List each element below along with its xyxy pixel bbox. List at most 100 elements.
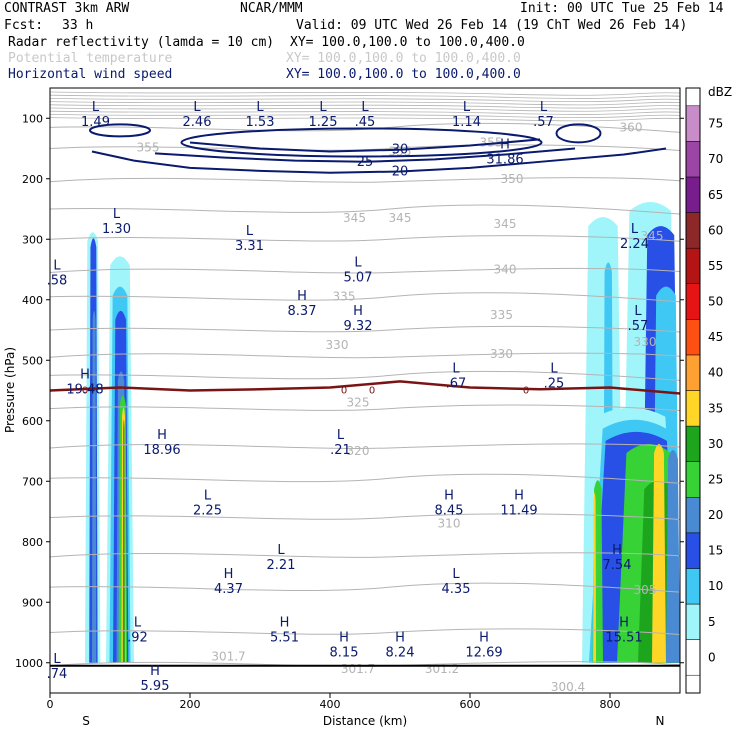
freezing-level-label: 0 bbox=[82, 385, 88, 396]
colorbar-label: 70 bbox=[708, 152, 723, 166]
y-tick-label: 500 bbox=[22, 354, 43, 367]
colorbar-swatch bbox=[685, 425, 701, 462]
model-title: CONTRAST 3km ARW bbox=[4, 1, 130, 16]
y-tick-label: 400 bbox=[22, 294, 43, 307]
theta-label: 301.7 bbox=[211, 650, 245, 664]
y-tick-label: 100 bbox=[22, 112, 43, 125]
colorbar-label: 15 bbox=[708, 544, 723, 558]
extremum-marker: H bbox=[612, 543, 622, 558]
extremum-marker: H bbox=[500, 138, 510, 153]
wind-contour-label: 25 bbox=[357, 155, 374, 170]
theta-isoline bbox=[49, 404, 681, 412]
x-axis-title: Distance (km) bbox=[323, 714, 407, 728]
extremum-value: 3.31 bbox=[235, 239, 264, 254]
theta-isoline bbox=[49, 107, 681, 112]
extremum-marker: L bbox=[452, 567, 460, 582]
wind-contour bbox=[189, 138, 541, 153]
y-tick-label: 700 bbox=[22, 475, 43, 488]
colorbar-swatch bbox=[685, 247, 701, 284]
extremum-value: .57 bbox=[628, 319, 649, 334]
colorbar-swatch bbox=[685, 390, 701, 427]
theta-label: 360 bbox=[620, 120, 643, 134]
theta-label: 330 bbox=[634, 335, 657, 349]
extremum-marker: L bbox=[634, 304, 642, 319]
theta-isoline bbox=[49, 267, 681, 274]
theta-isoline bbox=[49, 101, 681, 106]
extremum-value: .45 bbox=[355, 115, 376, 130]
theta-isoline bbox=[49, 552, 681, 558]
plot-frame bbox=[49, 87, 681, 694]
extremum-value: 9.32 bbox=[344, 319, 373, 334]
extremum-value: 11.49 bbox=[500, 503, 537, 518]
x-tick-label: 400 bbox=[320, 698, 341, 711]
colorbar: 0 5 10 15 20 25 30 35 40 45 50 55 60 65 70 75 bbox=[685, 87, 723, 694]
extremum-value: 1.25 bbox=[309, 115, 338, 130]
extremum-value: 5.95 bbox=[141, 679, 170, 694]
theta-isoline bbox=[49, 352, 681, 359]
wind-contour bbox=[89, 123, 151, 138]
y-tick-label: 1000 bbox=[15, 657, 43, 670]
colorbar-label: 55 bbox=[708, 259, 723, 273]
extremum-marker: L bbox=[53, 652, 61, 667]
wind-contour bbox=[180, 127, 543, 158]
colorbar-swatch bbox=[685, 283, 701, 320]
theta-label: 325 bbox=[347, 396, 370, 410]
extremum-value: .92 bbox=[127, 630, 148, 645]
extremum-value: 1.30 bbox=[102, 222, 131, 237]
colorbar-label: 60 bbox=[708, 223, 723, 237]
theta-label: 355 bbox=[137, 140, 160, 154]
theta-isoline bbox=[49, 513, 681, 521]
extremum-value: 2.24 bbox=[620, 237, 649, 252]
theta-isoline bbox=[49, 144, 681, 151]
reflectivity-cell bbox=[92, 310, 97, 663]
colorbar-swatch bbox=[685, 497, 701, 534]
theta-isoline bbox=[49, 204, 681, 215]
colorbar-label: 65 bbox=[708, 188, 723, 202]
colorbar-label: 75 bbox=[708, 117, 723, 131]
colorbar-label: 30 bbox=[708, 437, 723, 451]
extremum-value: .58 bbox=[47, 274, 68, 289]
wind-contour bbox=[555, 123, 602, 144]
init-label: Init: 00 UTC Tue 25 Feb 14 bbox=[520, 1, 724, 16]
theta-isoline bbox=[49, 292, 681, 303]
theta-label: 301.7 bbox=[341, 662, 375, 676]
extremum-marker: H bbox=[444, 488, 454, 503]
x-tick-label: 600 bbox=[460, 698, 481, 711]
theta-isoline bbox=[49, 443, 681, 449]
extremum-value: 19.48 bbox=[66, 382, 103, 397]
extremum-value: 31.86 bbox=[486, 153, 523, 168]
x-tick-label: 800 bbox=[600, 698, 621, 711]
fcst-value: 33 h bbox=[62, 18, 94, 33]
colorbar-label: 25 bbox=[708, 472, 723, 486]
extremum-value: 8.45 bbox=[435, 503, 464, 518]
extremum-marker: H bbox=[479, 631, 489, 646]
north-label: N bbox=[656, 714, 665, 728]
colorbar-label: 40 bbox=[708, 366, 723, 380]
theta-isoline bbox=[49, 91, 681, 96]
theta-label: 300.4 bbox=[551, 680, 585, 694]
colorbar-swatch bbox=[685, 141, 701, 178]
theta-isoline bbox=[49, 235, 681, 242]
extremum-marker: L bbox=[134, 615, 142, 630]
theta-label: 335 bbox=[333, 290, 356, 304]
theta-label: 310 bbox=[438, 517, 461, 531]
theta-isoline bbox=[49, 114, 681, 119]
colorbar-label: 0 bbox=[708, 650, 716, 664]
extremum-value: .74 bbox=[47, 667, 68, 682]
extremum-value: 1.14 bbox=[452, 115, 481, 130]
theta-label: 345 bbox=[389, 211, 412, 225]
theta-label: 350 bbox=[501, 172, 524, 186]
theta-label: 330 bbox=[326, 338, 349, 352]
colorbar-swatch bbox=[685, 568, 701, 605]
extremum-value: 4.35 bbox=[442, 582, 471, 597]
theta-isoline bbox=[49, 94, 681, 99]
extremum-value: .67 bbox=[446, 376, 467, 391]
colorbar-swatch bbox=[685, 461, 701, 498]
theta-isoline bbox=[49, 370, 681, 381]
extremum-marker: L bbox=[631, 222, 639, 237]
extremum-marker: L bbox=[540, 100, 548, 115]
extremum-value: 15.51 bbox=[605, 630, 642, 645]
field-wind-xy: XY= 100.0,100.0 to 100.0,400.0 bbox=[286, 67, 521, 82]
colorbar-swatch bbox=[685, 105, 701, 142]
